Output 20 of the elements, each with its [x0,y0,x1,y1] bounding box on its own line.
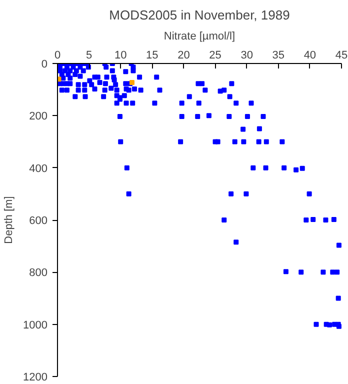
x-axis-title: Nitrate [µmol/l] [164,30,236,42]
y-tick-label: 800 [29,267,48,280]
y-tick-label: 1200 [23,372,48,384]
y-tick-label: 1000 [23,319,48,332]
x-tick-label: 35 [272,50,285,62]
chart-title: MODS2005 in November, 1989 [109,8,290,22]
x-tick-label: 25 [209,50,222,62]
x-tick-label: 45 [335,50,348,62]
y-tick-label: 400 [29,162,48,175]
x-tick-label: 40 [304,50,316,62]
x-tick-label: 30 [240,50,253,62]
x-tick-label: 0 [54,50,61,62]
y-tick-label: 0 [41,58,48,70]
x-tick-label: 5 [86,50,92,62]
x-tick-label: 20 [178,50,190,62]
x-tick-label: 15 [146,50,158,62]
y-axis-title: Depth [m] [3,196,16,244]
y-tick-label: 600 [29,215,48,227]
y-tick-label: 200 [29,110,48,123]
x-tick-label: 10 [114,50,127,62]
